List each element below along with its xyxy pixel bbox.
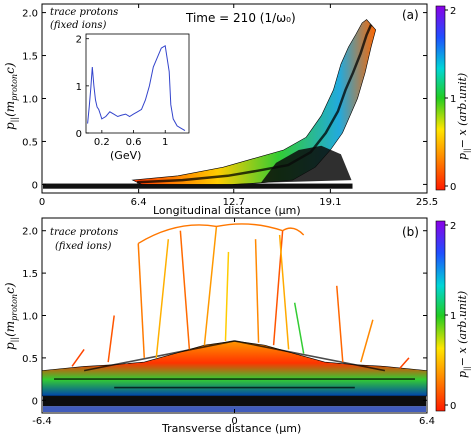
colorbar-tick-label: 0 <box>450 182 456 193</box>
panel-b-jet-streak <box>179 230 191 350</box>
panel-a-dark-hump <box>260 145 352 183</box>
colorbar-tick-label: 0 <box>450 401 456 412</box>
colorbar-tick-label: 1 <box>450 94 456 105</box>
inset-frame <box>85 33 190 134</box>
panel-a-ytick-label: 0 <box>32 180 38 191</box>
panel-b-colorbar <box>435 220 446 412</box>
panel-b-ytick-label: 2.0 <box>22 227 38 238</box>
panel-a-colorbar-ticks: 0 1 2 <box>445 6 456 193</box>
panel-b-annotation-line1: trace protons <box>50 227 118 238</box>
panel-a-ridge-core <box>137 24 373 184</box>
panel-b-jet-streak <box>293 302 305 354</box>
panel-a-ytick-label: 1.0 <box>22 95 38 106</box>
panel-b-jet-streak <box>399 357 410 369</box>
inset-ytick-label: 1 <box>76 82 82 93</box>
panel-a-annotation-line1: trace protons <box>50 7 118 18</box>
panel-b-ytick-label: 0 <box>32 396 38 407</box>
panel-b-jet-streak <box>336 285 344 363</box>
panel-b-filament <box>234 340 386 372</box>
colorbar-tick-label: 2 <box>450 221 456 232</box>
inset-plot: 0.2 0.6 1 0 1 2 <box>76 35 186 148</box>
panel-b-jet-streak <box>137 243 146 358</box>
panel-a-phase-space <box>43 19 377 189</box>
panel-b-annotation-line2: (fixed ions) <box>55 241 112 252</box>
colorbar-tick-label: 2 <box>450 6 456 17</box>
panel-b-jet-streak <box>224 251 230 341</box>
panel-b-jet-streak <box>360 319 374 363</box>
panel-b-filament <box>83 340 235 372</box>
inset-ytick-label: 0 <box>76 129 82 140</box>
panel-a-colorbar <box>435 5 446 191</box>
panel-a-time-label: Time = 210 (1/ω₀) <box>185 11 296 25</box>
panel-a-xtick-label: 6.4 <box>131 197 147 208</box>
panel-b-canopy-arc <box>216 223 283 232</box>
panel-b-jet-streak <box>254 239 260 343</box>
panel-b-xtick-label: 0 <box>231 416 237 427</box>
panel-a-baseline-band <box>43 183 353 189</box>
panel-b-jet-streak <box>203 226 218 346</box>
panel-b: -6.4 0 6.400.51.01.52.0 (b) trace protons … <box>3 217 471 435</box>
inset-xlabel: (GeV) <box>110 149 141 162</box>
panel-a-ylabel: p||(mprotonc) <box>3 62 19 130</box>
panel-b-xtick-label: 6.4 <box>419 416 435 427</box>
panel-b-canopy-arc <box>282 227 305 236</box>
panel-a: 0 6.4 12.7 19.1 25.5 0 0.5 1.0 1.5 2.0 (a) Time =… <box>3 3 471 217</box>
inset-xtick-label: 0.2 <box>94 137 110 148</box>
panel-b-ylabel: p||(mprotonc) <box>3 282 19 350</box>
panel-b-ytick-label: 1.5 <box>22 269 38 280</box>
panel-b-colorbar-label: p||− x (arb.unit) <box>456 291 471 378</box>
panel-a-xtick-label: 25.5 <box>416 197 438 208</box>
panel-b-label: (b) <box>402 225 419 239</box>
panel-a-label: (a) <box>402 8 419 22</box>
panel-b-xlabel: Transverse distance (μm) <box>161 422 301 435</box>
panel-b-dark-band <box>43 396 426 407</box>
panel-a-xlabel: Longitudinal distance (μm) <box>153 204 301 217</box>
panel-a-annotation-line2: (fixed ions) <box>50 20 107 31</box>
panel-b-jet-streak <box>107 315 115 363</box>
panel-b-jet-streak <box>155 239 170 358</box>
panel-a-ytick-label: 0.5 <box>22 137 38 148</box>
panel-b-jet-streak <box>71 348 85 367</box>
inset-series-line <box>87 44 186 132</box>
inset-ytick-label: 2 <box>76 35 82 46</box>
panel-b-ytick-label: 0.5 <box>22 354 38 365</box>
panel-b-ytick-label: 1.0 <box>22 312 38 323</box>
inset-xtick-label: 1 <box>162 137 168 148</box>
panel-b-dome <box>41 340 428 397</box>
panel-a-ticks: 0 6.4 12.7 19.1 25.5 0 0.5 1.0 1.5 2.0 <box>22 4 438 208</box>
inset-xtick-label: 0.6 <box>126 137 142 148</box>
panel-b-xtick-label: -6.4 <box>32 416 52 427</box>
panel-b-ticks: -6.4 0 6.4 0 0.5 1.0 1.5 2.0 <box>22 218 435 427</box>
panel-a-xtick-label: 0 <box>39 197 45 208</box>
inset-energy-spectrum: 0.2 0.6 1 0 1 2 (GeV) <box>76 33 190 162</box>
panel-a-ytick-label: 1.5 <box>22 52 38 63</box>
panel-a-xtick-label: 12.7 <box>223 197 245 208</box>
panel-a-xtick-label: 19.1 <box>319 197 341 208</box>
panel-b-jet-streak <box>278 234 290 350</box>
panel-a-colorbar-label: p||− x (arb.unit) <box>456 73 471 160</box>
panel-a-ytick-label: 2.0 <box>22 9 38 20</box>
panel-b-colorbar-ticks: 0 1 2 <box>445 221 456 412</box>
colorbar-tick-label: 1 <box>450 311 456 322</box>
panel-b-canopy-arc <box>137 224 217 245</box>
